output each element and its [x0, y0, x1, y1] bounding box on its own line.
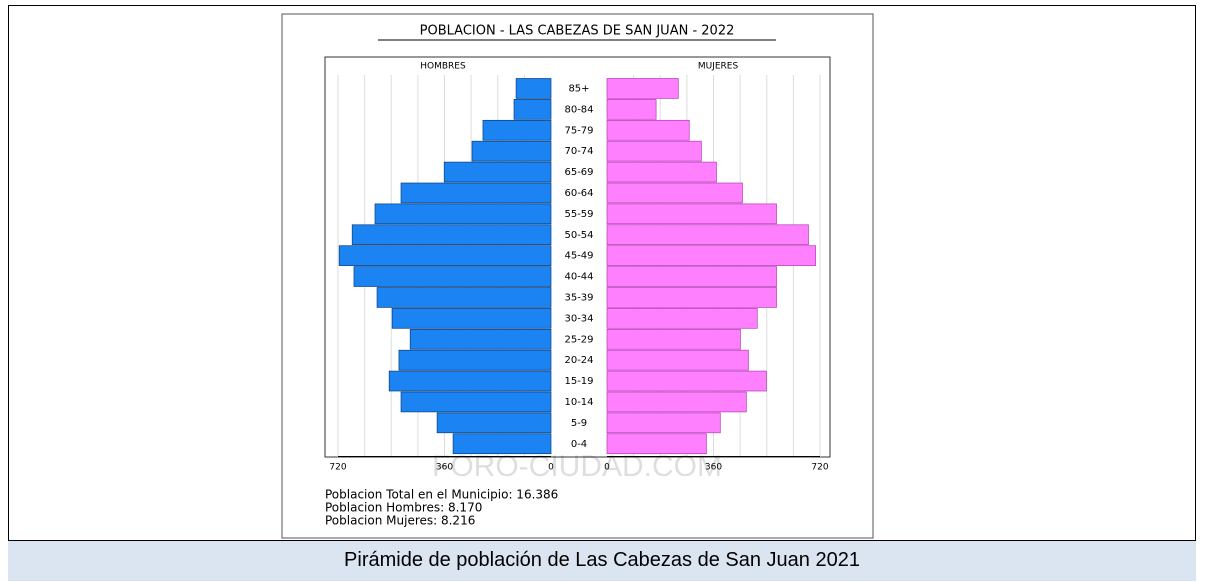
bar [351, 224, 552, 246]
bar [606, 78, 679, 99]
bar [606, 370, 767, 392]
age-label: 50-54 [564, 230, 593, 241]
bar [606, 328, 741, 350]
bar [391, 308, 552, 329]
bar [515, 78, 552, 99]
age-label: 35-39 [564, 292, 593, 303]
bar [482, 119, 552, 141]
bar [606, 224, 809, 246]
age-label: 20-24 [564, 355, 593, 366]
series-label: MUJERES [698, 62, 739, 72]
bar [376, 287, 552, 308]
age-label: 5-9 [571, 418, 587, 429]
bar [606, 308, 758, 329]
bar [606, 391, 747, 413]
bar [606, 266, 777, 287]
bar [606, 433, 707, 455]
bar [374, 203, 552, 225]
age-label: 15-19 [564, 376, 593, 387]
x-tick-label: 0 [548, 463, 554, 473]
x-tick-label: 360 [436, 463, 453, 473]
bar [436, 412, 552, 434]
age-label: 40-44 [564, 272, 593, 283]
bar [606, 287, 777, 308]
age-label: 75-79 [564, 125, 593, 136]
age-label: 85+ [568, 83, 589, 94]
caption: Pirámide de población de Las Cabezas de … [8, 540, 1196, 581]
bar [471, 140, 552, 162]
bar [443, 161, 552, 183]
age-label: 10-14 [564, 397, 593, 408]
bar [409, 328, 552, 350]
bar [353, 266, 552, 287]
footer-text: Poblacion Hombres: 8.170 [325, 501, 482, 515]
bar [388, 370, 552, 392]
watermark: FORO-CIUDAD.COM [432, 450, 722, 483]
bar [606, 119, 690, 141]
x-tick-label: 720 [811, 463, 828, 473]
bar [338, 245, 552, 266]
bar [606, 182, 743, 204]
age-label: 80-84 [564, 104, 593, 115]
series-label: HOMBRES [420, 62, 466, 72]
bar [606, 161, 717, 183]
age-label: 65-69 [564, 167, 593, 178]
bar [606, 99, 657, 120]
age-label: 0-4 [571, 439, 587, 450]
bar [400, 182, 552, 204]
bar [452, 433, 552, 455]
age-label: 45-49 [564, 251, 593, 262]
footer-text: Poblacion Total en el Municipio: 16.386 [325, 488, 558, 502]
x-tick-label: 360 [705, 463, 722, 473]
bar [606, 412, 721, 434]
bar [606, 245, 816, 266]
footer-text: Poblacion Mujeres: 8.216 [325, 514, 475, 528]
age-label: 25-29 [564, 334, 593, 345]
bar [513, 99, 552, 120]
age-label: 70-74 [564, 146, 593, 157]
age-label: 30-34 [564, 313, 593, 324]
bar [606, 349, 749, 371]
age-label: 60-64 [564, 188, 593, 199]
bar [400, 391, 552, 413]
chart: POBLACION - LAS CABEZAS DE SAN JUAN - 20… [281, 13, 874, 539]
bar [606, 203, 777, 225]
age-label: 55-59 [564, 209, 593, 220]
bar [606, 140, 702, 162]
chart-title: POBLACION - LAS CABEZAS DE SAN JUAN - 20… [420, 24, 735, 39]
bar [398, 349, 552, 371]
x-tick-label: 0 [604, 463, 610, 473]
x-tick-label: 720 [329, 463, 346, 473]
